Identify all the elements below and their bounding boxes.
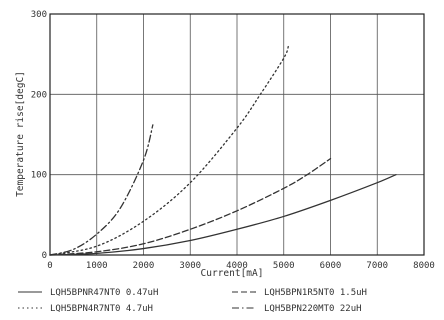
x-tick-label: 0 (47, 261, 52, 271)
y-tick-label: 300 (31, 10, 47, 20)
series-line-2 (49, 157, 332, 256)
series-line-4 (49, 124, 154, 256)
x-axis-ticks: 0 1000 2000 3000 4000 5000 6000 7000 8000 (47, 261, 435, 271)
x-tick-label: 2000 (133, 261, 155, 271)
y-axis-ticks: 0 100 200 300 (31, 10, 47, 261)
y-tick-label: 0 (42, 251, 47, 261)
legend-label: LQH5BPN1R5NT0 1.5uH (264, 288, 367, 298)
legend: LQH5BPNR47NT0 0.47uH LQH5BPN1R5NT0 1.5uH L… (18, 288, 367, 314)
x-axis-label: Current[mA] (201, 268, 264, 279)
x-tick-label: 3000 (179, 261, 201, 271)
series-lines (49, 45, 397, 256)
x-tick-label: 1000 (86, 261, 108, 271)
x-tick-label: 5000 (273, 261, 295, 271)
x-tick-label: 7000 (366, 261, 388, 271)
x-tick-label: 4000 (226, 261, 248, 271)
legend-label: LQH5BPN220MT0 22uH (264, 304, 362, 314)
y-tick-label: 200 (31, 90, 47, 100)
legend-label: LQH5BPNR47NT0 0.47uH (50, 288, 158, 298)
series-line-3 (49, 45, 290, 256)
x-tick-label: 8000 (413, 261, 435, 271)
legend-label: LQH5BPN4R7NT0 4.7uH (50, 304, 153, 314)
plot-frame (49, 13, 425, 256)
x-tick-label: 6000 (320, 261, 342, 271)
y-axis-label: Temperature rise[degC] (15, 71, 26, 197)
y-tick-label: 100 (31, 171, 47, 181)
series-line-1 (49, 174, 397, 256)
grid (50, 14, 424, 255)
